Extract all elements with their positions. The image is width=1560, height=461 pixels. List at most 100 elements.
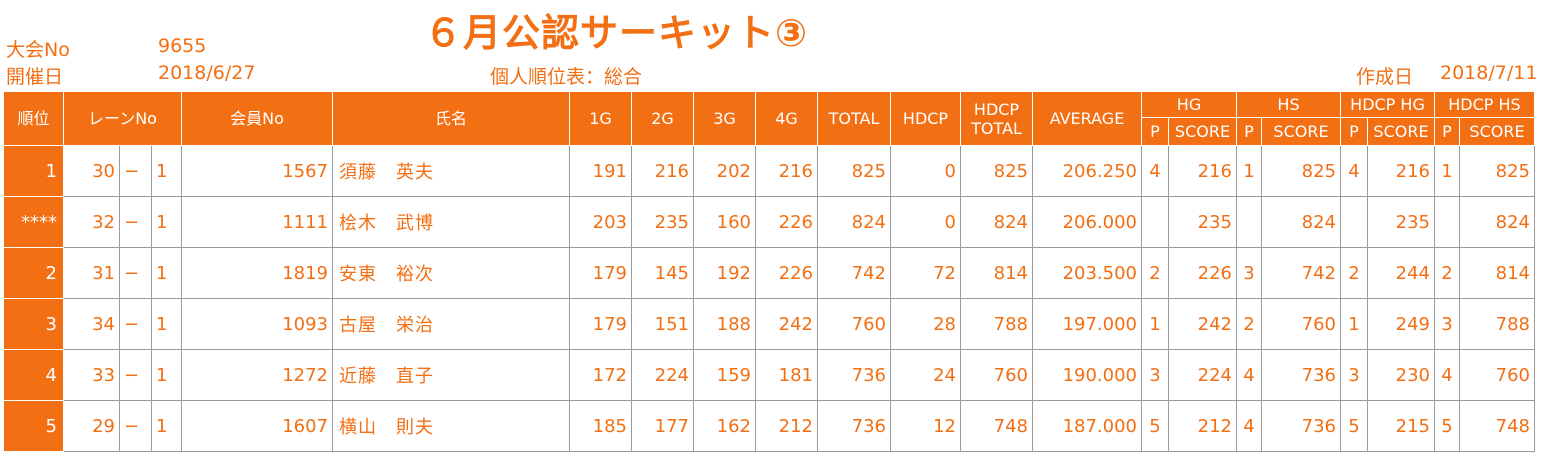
col-4g: 4G [755, 91, 818, 146]
hs-score-cell: 736 [1261, 400, 1341, 452]
game2-cell: 216 [631, 145, 694, 197]
hg-score-cell: 235 [1168, 196, 1237, 248]
hdcp-hs-place-cell: 2 [1434, 247, 1460, 299]
hs-score-cell: 825 [1261, 145, 1341, 197]
rank-cell: 2 [3, 247, 64, 299]
hdcp-hs-place-cell: 5 [1434, 400, 1460, 452]
game4-cell: 242 [755, 298, 818, 350]
hdcp-hg-place-cell: 4 [1340, 145, 1368, 197]
col-hdcp: HDCP [890, 91, 961, 146]
col-hdcp-hs-p: P [1434, 117, 1460, 146]
hdcp-hg-place-cell: 3 [1340, 349, 1368, 401]
hdcp-hs-place-cell [1434, 196, 1460, 248]
average-cell: 206.000 [1032, 196, 1142, 248]
col-hdcp-total-line2: TOTAL [971, 118, 1022, 138]
col-total: TOTAL [817, 91, 891, 146]
hs-place-cell: 4 [1236, 349, 1262, 401]
hg-score-cell: 212 [1168, 400, 1237, 452]
hdcp-hg-score-cell: 216 [1367, 145, 1435, 197]
member-no-cell: 1819 [181, 247, 333, 299]
average-cell: 187.000 [1032, 400, 1142, 452]
ranking-table: 順位 レーンNo 会員No 氏名 1G 2G 3G 4G TOTAL HDCP … [3, 91, 1535, 452]
col-hdcp-hg-p: P [1340, 117, 1368, 146]
game3-cell: 162 [693, 400, 756, 452]
event-date-value: 2018/6/27 [158, 62, 256, 84]
hdcp-hg-place-cell: 2 [1340, 247, 1368, 299]
lane-dash: − [119, 196, 152, 248]
hdcp-hs-score-cell: 824 [1459, 196, 1535, 248]
name-cell: 須藤 英夫 [332, 145, 570, 197]
event-date-label: 開催日 [6, 66, 64, 88]
col-hg: HG [1141, 91, 1237, 118]
table-row: 1 30−1 1567 須藤 英夫 191 216 202 216 825 0 825 206.250… [3, 145, 1535, 197]
game1-cell: 179 [569, 247, 632, 299]
lane-cell: 33 [63, 349, 120, 401]
hs-place-cell: 4 [1236, 400, 1262, 452]
hdcp-total-cell: 788 [960, 298, 1033, 350]
report-subtitle: 個人順位表：総合 [490, 66, 643, 88]
hdcp-hg-place-cell: 1 [1340, 298, 1368, 350]
game4-cell: 216 [755, 145, 818, 197]
game3-cell: 160 [693, 196, 756, 248]
hs-place-cell: 2 [1236, 298, 1262, 350]
col-hg-p: P [1141, 117, 1169, 146]
hg-place-cell: 3 [1141, 349, 1169, 401]
report-title: ６月公認サーキット③ [424, 11, 809, 55]
hdcp-total-cell: 814 [960, 247, 1033, 299]
member-no-cell: 1272 [181, 349, 333, 401]
col-3g: 3G [693, 91, 756, 146]
name-cell: 古屋 栄治 [332, 298, 570, 350]
hg-score-cell: 242 [1168, 298, 1237, 350]
col-name: 氏名 [332, 91, 570, 146]
lane-dash: − [119, 247, 152, 299]
col-hs: HS [1236, 91, 1341, 118]
game1-cell: 172 [569, 349, 632, 401]
hg-score-cell: 224 [1168, 349, 1237, 401]
game2-cell: 224 [631, 349, 694, 401]
member-no-cell: 1093 [181, 298, 333, 350]
hdcp-cell: 12 [890, 400, 961, 452]
lane-dash: − [119, 145, 152, 197]
total-cell: 736 [817, 349, 891, 401]
hdcp-cell: 0 [890, 196, 961, 248]
hdcp-cell: 72 [890, 247, 961, 299]
hs-score-cell: 736 [1261, 349, 1341, 401]
lane-dash: − [119, 400, 152, 452]
hdcp-hs-place-cell: 4 [1434, 349, 1460, 401]
rank-cell: 4 [3, 349, 64, 401]
col-member-no: 会員No [181, 91, 333, 146]
hdcp-hg-score-cell: 249 [1367, 298, 1435, 350]
col-hs-p: P [1236, 117, 1262, 146]
hdcp-hs-score-cell: 814 [1459, 247, 1535, 299]
hdcp-hs-score-cell: 760 [1459, 349, 1535, 401]
hg-place-cell: 2 [1141, 247, 1169, 299]
average-cell: 190.000 [1032, 349, 1142, 401]
tournament-no-value: 9655 [158, 35, 207, 57]
hdcp-cell: 28 [890, 298, 961, 350]
game2-cell: 151 [631, 298, 694, 350]
lane-cell: 32 [63, 196, 120, 248]
name-cell: 桧木 武博 [332, 196, 570, 248]
col-1g: 1G [569, 91, 632, 146]
rank-cell: **** [3, 196, 64, 248]
total-cell: 824 [817, 196, 891, 248]
hdcp-total-cell: 748 [960, 400, 1033, 452]
average-cell: 197.000 [1032, 298, 1142, 350]
lane-cell: 29 [63, 400, 120, 452]
col-hg-score: SCORE [1168, 117, 1237, 146]
lane-sub-cell: 1 [151, 298, 182, 350]
hs-place-cell [1236, 196, 1262, 248]
lane-sub-cell: 1 [151, 349, 182, 401]
col-hdcp-hs: HDCP HS [1434, 91, 1535, 118]
hdcp-hg-place-cell: 5 [1340, 400, 1368, 452]
hs-score-cell: 760 [1261, 298, 1341, 350]
col-lane: レーンNo [63, 91, 182, 146]
table-row: 2 31−1 1819 安東 裕次 179 145 192 226 742 72 814 203.50… [3, 247, 1535, 299]
total-cell: 825 [817, 145, 891, 197]
hg-place-cell [1141, 196, 1169, 248]
game2-cell: 177 [631, 400, 694, 452]
hdcp-hg-score-cell: 244 [1367, 247, 1435, 299]
game1-cell: 185 [569, 400, 632, 452]
total-cell: 742 [817, 247, 891, 299]
hg-place-cell: 1 [1141, 298, 1169, 350]
